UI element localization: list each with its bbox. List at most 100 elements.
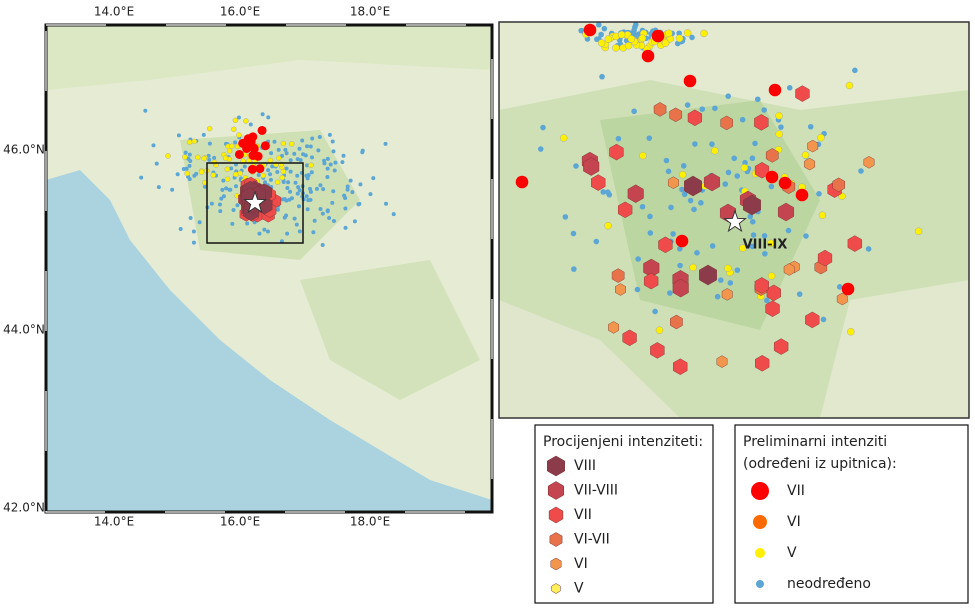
marker — [832, 177, 845, 193]
marker — [675, 234, 689, 248]
marker — [795, 85, 810, 102]
marker — [207, 157, 212, 162]
marker — [683, 29, 692, 37]
marker — [231, 126, 237, 133]
marker — [327, 132, 332, 137]
marker — [217, 202, 222, 207]
marker — [368, 192, 373, 197]
legend-swatch — [551, 583, 561, 594]
marker — [679, 186, 685, 193]
marker — [170, 187, 175, 192]
marker — [774, 338, 789, 355]
marker — [818, 211, 827, 219]
marker — [265, 229, 270, 234]
marker — [766, 148, 779, 163]
marker — [314, 186, 319, 191]
marker — [325, 174, 330, 179]
marker — [778, 202, 794, 222]
y-tick-label: 44.0°N — [3, 323, 45, 337]
marker — [176, 133, 181, 138]
marker — [295, 157, 300, 162]
marker — [807, 123, 814, 130]
marker — [243, 118, 249, 124]
marker — [233, 171, 239, 178]
marker — [175, 172, 180, 177]
marker — [675, 34, 684, 43]
marker — [783, 263, 795, 276]
marker — [383, 141, 388, 146]
marker — [661, 39, 670, 47]
marker — [269, 151, 274, 156]
marker — [663, 157, 670, 164]
marker — [727, 280, 734, 286]
marker — [765, 300, 780, 317]
marker — [622, 329, 637, 347]
marker — [754, 114, 769, 131]
marker — [914, 227, 923, 235]
marker — [249, 143, 259, 153]
marker — [754, 96, 761, 103]
marker — [754, 162, 770, 179]
marker — [681, 191, 688, 198]
marker — [233, 140, 238, 145]
marker — [597, 39, 606, 47]
legend-title: Preliminarni intenziti — [743, 434, 887, 450]
marker — [712, 105, 718, 112]
marker — [749, 243, 756, 250]
marker — [268, 177, 273, 182]
marker — [749, 155, 756, 162]
marker — [178, 227, 183, 232]
legend-estimated: Procijenjeni intenziteti: VIII VII-VIII VI… — [534, 424, 714, 604]
marker — [639, 151, 647, 160]
marker — [540, 124, 546, 131]
marker — [559, 134, 568, 142]
marker — [734, 173, 741, 179]
marker — [820, 316, 827, 323]
marker — [327, 216, 332, 221]
marker — [248, 122, 253, 127]
marker — [689, 34, 695, 41]
inset-label: VIII-IX — [743, 238, 788, 253]
marker — [836, 292, 848, 306]
marker — [847, 328, 855, 336]
marker — [333, 160, 338, 165]
marker — [331, 149, 336, 154]
marker — [615, 283, 626, 296]
marker — [226, 148, 233, 154]
legend-label: VI-VII — [574, 532, 610, 548]
marker — [268, 172, 273, 177]
marker — [230, 221, 235, 226]
marker — [248, 150, 258, 160]
marker — [650, 342, 665, 359]
marker — [578, 27, 584, 34]
marker — [786, 85, 793, 91]
marker — [754, 277, 769, 294]
marker — [197, 220, 202, 225]
marker — [720, 203, 736, 223]
marker — [750, 232, 757, 238]
legend-label: VI — [787, 514, 801, 530]
marker — [665, 168, 672, 175]
marker — [601, 25, 608, 32]
marker — [255, 164, 265, 174]
marker — [236, 115, 241, 120]
marker — [288, 189, 293, 194]
marker — [747, 213, 754, 220]
marker — [716, 355, 728, 368]
marker — [310, 136, 315, 141]
marker — [305, 176, 310, 181]
marker — [778, 176, 792, 190]
marker — [187, 177, 192, 182]
x-tick-label: 18.0°E — [350, 515, 390, 529]
y-tick-label: 42.0°N — [3, 501, 45, 515]
marker — [198, 169, 205, 175]
marker — [288, 169, 293, 174]
marker — [191, 229, 196, 234]
marker — [635, 256, 641, 262]
marker — [689, 263, 697, 272]
marker — [673, 358, 688, 375]
marker — [195, 154, 201, 161]
marker — [310, 155, 315, 160]
legend-label: neodređeno — [787, 576, 871, 592]
legend-swatch — [755, 548, 765, 558]
